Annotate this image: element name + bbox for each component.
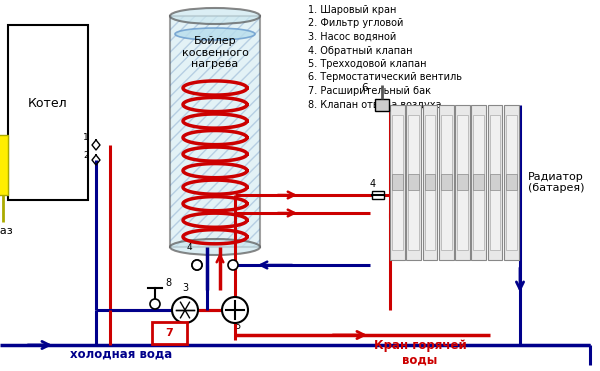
Text: 6. Термостатический вентиль: 6. Термостатический вентиль <box>308 72 462 82</box>
Circle shape <box>172 297 198 323</box>
Text: 8. Клапан отвода воздуха: 8. Клапан отвода воздуха <box>308 99 442 109</box>
Text: 4: 4 <box>370 179 376 189</box>
Bar <box>490 174 500 190</box>
Bar <box>504 105 518 260</box>
Text: 7. Расширительный бак: 7. Расширительный бак <box>308 86 431 96</box>
Bar <box>406 105 421 260</box>
Text: 1. Шаровый кран: 1. Шаровый кран <box>308 5 397 15</box>
Bar <box>506 115 517 250</box>
Bar <box>392 174 403 190</box>
Bar <box>422 105 437 260</box>
Bar <box>390 105 405 260</box>
Bar <box>425 115 435 250</box>
Text: 1: 1 <box>83 133 89 142</box>
Bar <box>170 16 260 247</box>
Bar <box>457 115 468 250</box>
Text: холодная вода: холодная вода <box>70 348 172 361</box>
Bar <box>8 25 88 200</box>
Text: 5. Трехходовой клапан: 5. Трехходовой клапан <box>308 59 427 69</box>
Bar <box>441 174 452 190</box>
Text: Кран горячей
воды: Кран горячей воды <box>374 339 466 367</box>
Circle shape <box>222 297 248 323</box>
Circle shape <box>192 260 202 270</box>
Bar <box>408 115 419 250</box>
Text: 7: 7 <box>166 328 173 338</box>
Bar <box>441 115 452 250</box>
Text: 3. Насос водяной: 3. Насос водяной <box>308 32 396 42</box>
Bar <box>506 174 517 190</box>
Bar <box>372 191 384 199</box>
Text: Котел: Котел <box>28 97 68 110</box>
Bar <box>455 105 470 260</box>
Text: 8: 8 <box>165 278 171 288</box>
Bar <box>473 115 484 250</box>
Text: 4: 4 <box>186 243 192 252</box>
Bar <box>471 105 486 260</box>
Circle shape <box>150 299 160 309</box>
Text: 5: 5 <box>234 321 240 331</box>
Ellipse shape <box>175 28 255 40</box>
Text: газ: газ <box>0 226 13 236</box>
Bar <box>408 174 419 190</box>
Text: 4. Обратный клапан: 4. Обратный клапан <box>308 46 413 56</box>
Bar <box>490 115 500 250</box>
Bar <box>152 322 187 344</box>
Text: 3: 3 <box>182 283 188 293</box>
Text: 2: 2 <box>83 151 89 160</box>
Bar <box>375 99 389 111</box>
Bar <box>0 135 8 195</box>
Bar <box>439 105 454 260</box>
Bar <box>170 16 260 247</box>
Circle shape <box>192 260 202 270</box>
Bar <box>425 174 435 190</box>
Bar <box>473 174 484 190</box>
Text: Бойлер
косвенного
нагрева: Бойлер косвенного нагрева <box>182 36 248 69</box>
Bar <box>487 105 502 260</box>
Ellipse shape <box>170 8 260 24</box>
Text: 2. Фильтр угловой: 2. Фильтр угловой <box>308 19 403 29</box>
Text: 6: 6 <box>362 83 368 93</box>
Circle shape <box>228 260 238 270</box>
Bar <box>392 115 403 250</box>
Bar <box>457 174 468 190</box>
Ellipse shape <box>170 239 260 255</box>
Text: Радиатор
(батарея): Радиатор (батарея) <box>528 172 584 193</box>
